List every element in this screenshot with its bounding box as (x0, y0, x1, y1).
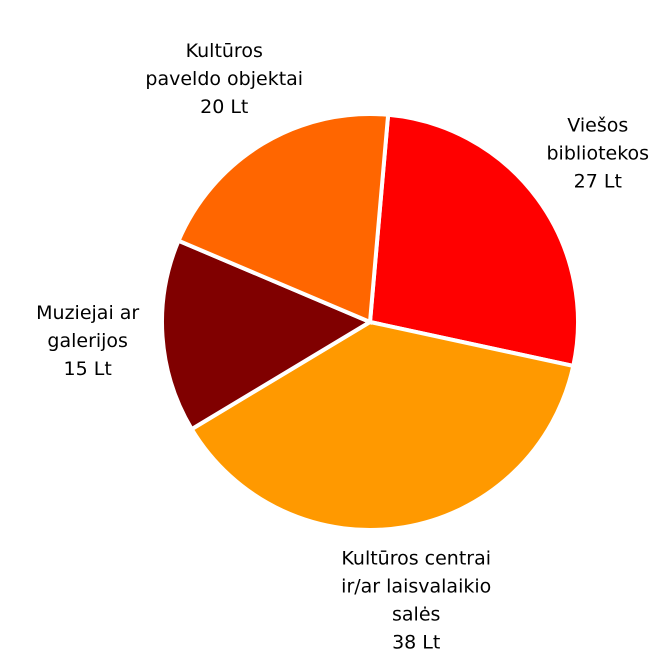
value-label: 20 Lt (200, 96, 248, 118)
pie-slice (175, 112, 391, 325)
slice-label: bibliotekos (546, 143, 649, 165)
slice-label: Kultūros centrai (341, 548, 491, 570)
slice-label: Viešos (567, 115, 628, 137)
value-label: 38 Lt (392, 632, 440, 654)
slice-label: galerijos (47, 330, 128, 352)
pie-slice (367, 112, 580, 369)
pie-slice (160, 238, 375, 432)
slice-label: Muziejai ar (36, 302, 139, 324)
value-label: 27 Lt (574, 171, 622, 193)
slice-label: Kultūros (186, 40, 263, 62)
slice-label: salės (392, 604, 440, 626)
slice-label: paveldo objektai (145, 68, 303, 90)
value-label: 15 Lt (64, 358, 112, 380)
slice-label: ir/ar laisvalaikio (341, 576, 491, 598)
